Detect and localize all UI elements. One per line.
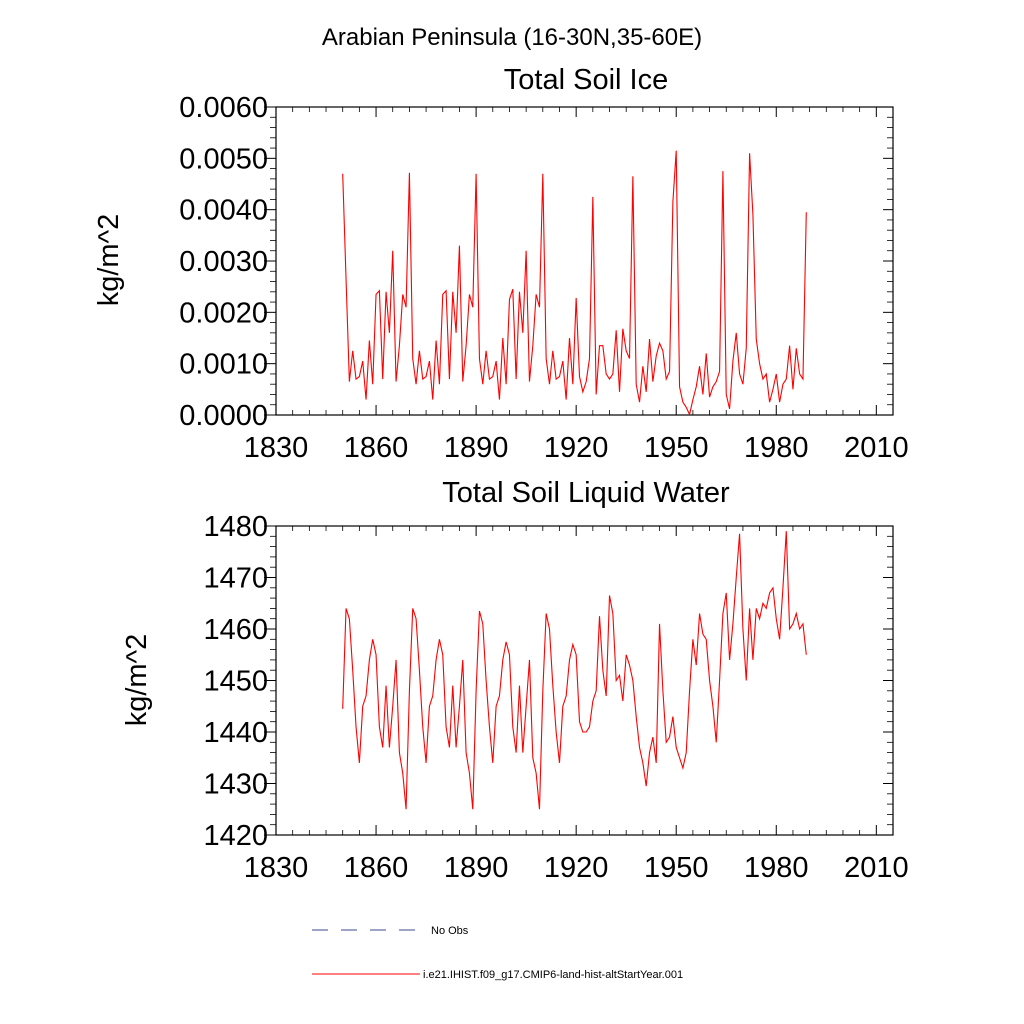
tick-group-soil-ice: 1830 1860 1890 1920 1950 1980 2010 0.0000 0.0010… bbox=[179, 92, 908, 464]
x-tick-label: 1860 bbox=[344, 432, 409, 464]
legend-label-no-obs: No Obs bbox=[431, 925, 469, 937]
x-tick-label: 2010 bbox=[844, 432, 909, 464]
series-group-soil-ice bbox=[342, 150, 807, 417]
y-tick-label: 1430 bbox=[203, 769, 268, 801]
y-tick-label: 1420 bbox=[203, 820, 268, 852]
y-tick-label: 0.0040 bbox=[179, 195, 268, 227]
y-tick-label: 0.0000 bbox=[179, 400, 268, 432]
x-tick-label: 1860 bbox=[344, 852, 409, 884]
y-tick-label: 0.0010 bbox=[179, 349, 268, 381]
series-line bbox=[342, 150, 807, 417]
x-tick-label: 1950 bbox=[644, 432, 709, 464]
x-tick-label: 2010 bbox=[844, 852, 909, 884]
plot-frame-soil-ice bbox=[275, 106, 894, 416]
y-axis-label-soil-ice: kg/m^2 bbox=[93, 214, 125, 307]
x-tick-label: 1920 bbox=[544, 432, 609, 464]
y-axis-label-soil-liquid-water: kg/m^2 bbox=[121, 634, 153, 727]
y-tick-label: 1450 bbox=[203, 666, 268, 698]
y-tick-label: 1470 bbox=[203, 563, 268, 595]
y-tick-label: 0.0030 bbox=[179, 246, 268, 278]
y-tick-label: 1480 bbox=[203, 511, 268, 543]
panel-title-soil-ice: Total Soil Ice bbox=[504, 64, 668, 96]
series-group-soil-liquid-water bbox=[342, 531, 807, 810]
y-tick-label: 1460 bbox=[203, 614, 268, 646]
x-tick-label: 1980 bbox=[744, 852, 809, 884]
figure-title: Arabian Peninsula (16-30N,35-60E) bbox=[322, 24, 702, 51]
panel-title-soil-liquid-water: Total Soil Liquid Water bbox=[442, 477, 730, 509]
x-tick-label: 1890 bbox=[444, 852, 509, 884]
y-tick-label: 1440 bbox=[203, 717, 268, 749]
x-tick-label: 1830 bbox=[244, 432, 309, 464]
x-tick-label: 1950 bbox=[644, 852, 709, 884]
chart-panel-soil-ice: Total Soil Ice kg/m^2 1830 1860 1890 1920 19… bbox=[93, 64, 909, 464]
x-tick-label: 1980 bbox=[744, 432, 809, 464]
chart-panel-soil-liquid-water: Total Soil Liquid Water kg/m^2 1830 1860 1… bbox=[121, 477, 909, 884]
legend-label-model: i.e21.IHIST.f09_g17.CMIP6-land-hist-altS… bbox=[423, 969, 683, 981]
y-tick-label: 0.0050 bbox=[179, 143, 268, 175]
y-tick-label: 0.0060 bbox=[179, 92, 268, 124]
y-tick-label: 0.0020 bbox=[179, 297, 268, 329]
plot-frame-soil-liquid-water bbox=[275, 525, 894, 836]
x-tick-label: 1890 bbox=[444, 432, 509, 464]
x-tick-label: 1920 bbox=[544, 852, 609, 884]
tick-group-soil-liquid-water: 1830 1860 1890 1920 1950 1980 2010 1420 1430 1440… bbox=[203, 511, 908, 884]
x-tick-label: 1830 bbox=[244, 852, 309, 884]
legend: No Obs i.e21.IHIST.f09_g17.CMIP6-land-hi… bbox=[312, 925, 683, 981]
series-line bbox=[342, 531, 807, 810]
